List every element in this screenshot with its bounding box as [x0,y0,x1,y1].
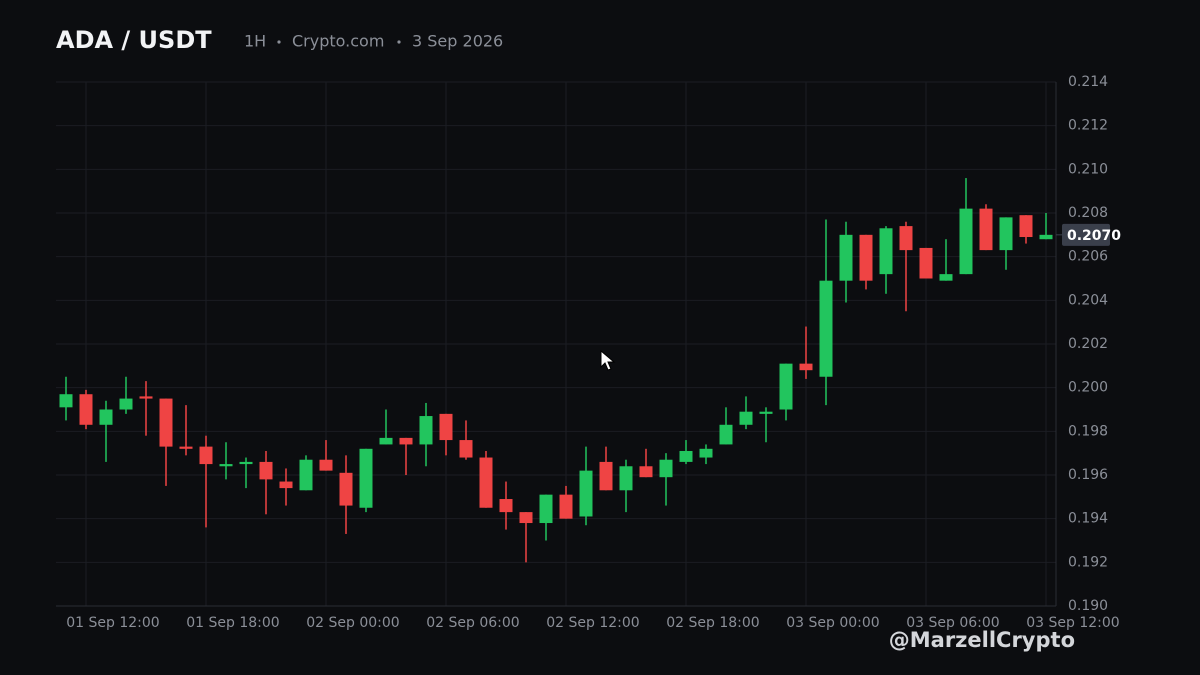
candle-body [839,234,853,281]
y-tick-label: 0.194 [1068,511,1108,527]
candle-body [1019,215,1033,238]
candle-body [879,228,893,275]
subtitle-interval: 1H [244,32,266,51]
candle-body [759,411,773,414]
candle-body [79,394,93,425]
candle-body [499,499,513,513]
candle-body [439,413,453,441]
candle-body [819,280,833,377]
candle-body [619,466,633,491]
candle-body [1039,234,1053,240]
candle-body [99,409,113,425]
candle-body [539,494,553,524]
subtitle-exchange: Crypto.com [292,32,384,51]
candle-body [919,247,933,279]
x-tick-label: 03 Sep 00:00 [786,615,879,631]
x-tick-label: 03 Sep 12:00 [1026,615,1119,631]
last-price-tag [1062,223,1110,246]
y-tick-label: 0.200 [1068,380,1108,396]
last-price-label: 0.2070 [1067,228,1121,244]
chart-title: ADA / USDT [56,26,212,54]
candle-body [319,459,333,471]
candle-body [559,494,573,519]
x-tick-label: 02 Sep 00:00 [306,615,399,631]
candle-body [159,398,173,447]
candle-body [359,448,373,508]
y-tick-label: 0.202 [1068,336,1108,352]
candle-body [959,208,973,275]
plot-area: 0.190 0.192 0.194 0.196 0.198 0.200 0.202 0.204… [56,74,1121,631]
y-tick-label: 0.196 [1068,467,1108,483]
y-tick-label: 0.192 [1068,554,1108,570]
y-tick-label: 0.214 [1068,74,1108,90]
candle-body [239,461,253,465]
candle-body [119,398,133,410]
x-tick-label: 03 Sep 06:00 [906,615,999,631]
x-tick-label: 01 Sep 18:00 [186,615,279,631]
candle-body [179,446,193,449]
y-tick-label: 0.208 [1068,205,1108,221]
candle-body [479,457,493,508]
candle-body [339,472,353,506]
candle-body [799,363,813,371]
candle-body [299,459,313,491]
y-tick-label: 0.190 [1068,598,1108,614]
candle-body [639,466,653,478]
y-tick-label: 0.204 [1068,292,1108,308]
candle-body [579,470,593,517]
candle-body [859,234,873,281]
candle-body [139,396,153,399]
candle-body [899,226,913,251]
separator-dot [277,40,281,44]
mouse-cursor [600,349,616,371]
candle-body [199,446,213,465]
watermark: @MarzellCrypto [889,628,1075,652]
candle-body [699,448,713,458]
x-tick-label: 01 Sep 12:00 [66,615,159,631]
subtitle-date: 3 Sep 2026 [412,32,503,51]
candle-body [459,440,473,458]
candle-body [659,459,673,478]
candle-body [939,274,953,281]
candle-body [279,481,293,489]
candle-body [999,217,1013,251]
candle-body [779,363,793,410]
candle-body [739,411,753,425]
candle-body [219,464,233,467]
candle-body [679,450,693,462]
candle-body [419,416,433,445]
x-tick-label: 02 Sep 06:00 [426,615,519,631]
candle-body [519,512,533,524]
candle-body [59,394,73,408]
candle-body [979,208,993,251]
y-tick-label: 0.206 [1068,249,1108,265]
y-tick-label: 0.212 [1068,118,1108,134]
candle-body [599,461,613,491]
y-tick-label: 0.210 [1068,161,1108,177]
y-tick-label: 0.198 [1068,423,1108,439]
candle-body [379,437,393,445]
x-tick-label: 02 Sep 12:00 [546,615,639,631]
x-tick-label: 02 Sep 18:00 [666,615,759,631]
candle-body [399,437,413,445]
candle-body [719,424,733,445]
separator-dot [397,40,401,44]
candle-body [259,461,273,480]
